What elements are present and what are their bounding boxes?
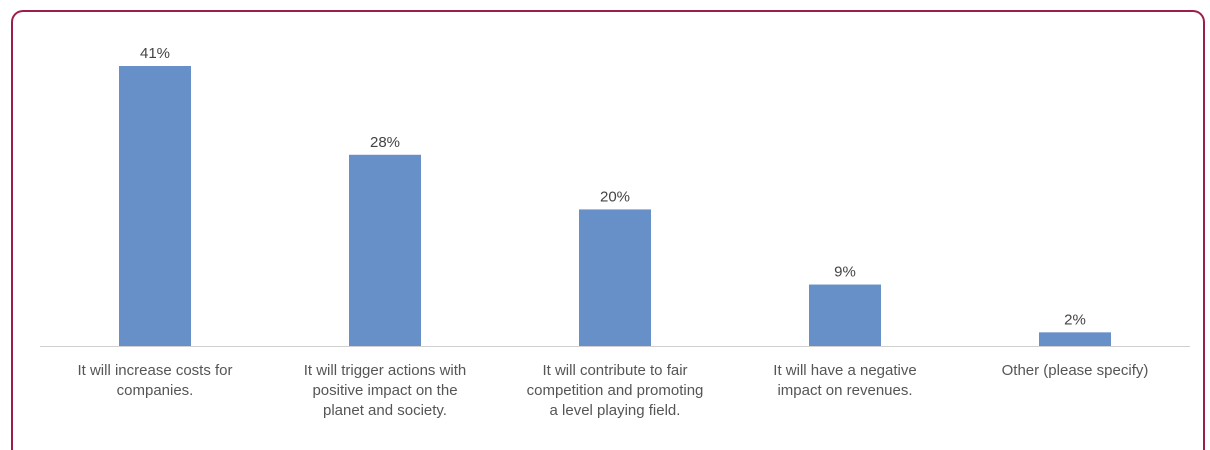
- value-label-1: 41%: [140, 45, 170, 62]
- category-label-1-line-2: companies.: [117, 382, 194, 399]
- bar-2: [349, 154, 421, 346]
- category-label-2-line-3: planet and society.: [323, 402, 447, 419]
- value-label-2: 28%: [370, 134, 400, 151]
- value-labels-group: 41% 28% 20% 9% 2%: [140, 45, 1086, 328]
- category-label-3-line-3: a level playing field.: [550, 402, 681, 419]
- category-label-2: It will trigger actions with positive imp…: [304, 362, 467, 419]
- category-label-1: It will increase costs for companies.: [77, 362, 232, 399]
- category-label-5-line-1: Other (please specify): [1002, 362, 1149, 379]
- bar-3: [579, 209, 651, 346]
- category-label-2-line-1: It will trigger actions with: [304, 362, 467, 379]
- category-label-4-line-1: It will have a negative: [773, 362, 916, 379]
- category-label-3-line-2: competition and promoting: [527, 382, 704, 399]
- category-label-1-line-1: It will increase costs for: [77, 362, 232, 379]
- bar-1: [119, 66, 191, 346]
- category-label-5: Other (please specify): [1002, 362, 1149, 379]
- value-label-4: 9%: [834, 264, 856, 281]
- category-label-4: It will have a negative impact on revenue…: [773, 362, 916, 399]
- bar-5: [1039, 332, 1111, 346]
- category-label-3-line-1: It will contribute to fair: [542, 362, 687, 379]
- category-label-4-line-2: impact on revenues.: [777, 382, 912, 399]
- value-label-3: 20%: [600, 188, 630, 205]
- category-label-3: It will contribute to fair competition an…: [527, 362, 704, 419]
- bar-4: [809, 284, 881, 346]
- category-labels-group: It will increase costs for companies.It w…: [77, 362, 1148, 419]
- value-label-5: 2%: [1064, 311, 1086, 328]
- bars-group: [119, 66, 1111, 346]
- category-label-2-line-2: positive impact on the: [312, 382, 457, 399]
